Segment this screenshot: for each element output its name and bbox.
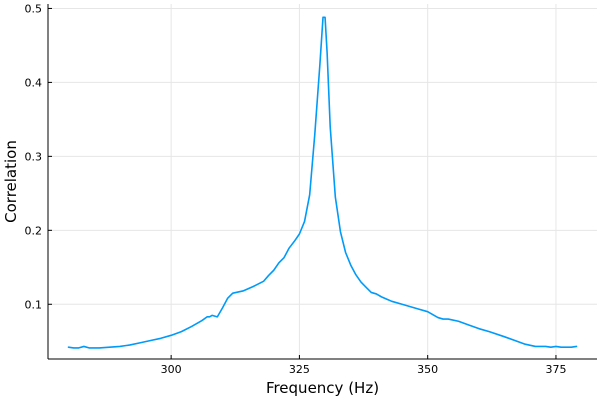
x-gridlines <box>170 4 557 359</box>
series-line-0 <box>67 16 578 349</box>
x-tick-label: 325 <box>289 363 310 376</box>
y-tick-label: 0.3 <box>25 150 43 163</box>
y-axis-title: Correlation <box>2 140 20 223</box>
x-tick-label: 350 <box>417 363 438 376</box>
x-axis-ticks: 300 325 350 375 <box>161 355 566 376</box>
y-axis-ticks: 0.1 0.2 0.3 0.4 0.5 <box>25 2 52 311</box>
x-axis-title: Frequency (Hz) <box>266 379 379 397</box>
y-tick-label: 0.1 <box>25 298 43 311</box>
series-layer <box>67 16 578 349</box>
y-tick-label: 0.4 <box>25 76 43 89</box>
x-tick-label: 300 <box>161 363 182 376</box>
x-tick-label: 375 <box>545 363 566 376</box>
y-tick-label: 0.2 <box>25 224 43 237</box>
y-gridlines <box>48 7 597 305</box>
y-tick-label: 0.5 <box>25 2 43 15</box>
